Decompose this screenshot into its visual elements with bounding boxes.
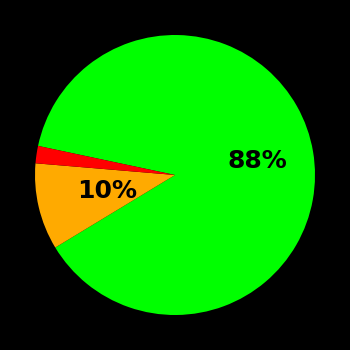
Text: 10%: 10% [77,179,137,203]
Wedge shape [35,163,175,247]
Wedge shape [35,146,175,175]
Text: 88%: 88% [228,149,288,173]
Wedge shape [38,35,315,315]
